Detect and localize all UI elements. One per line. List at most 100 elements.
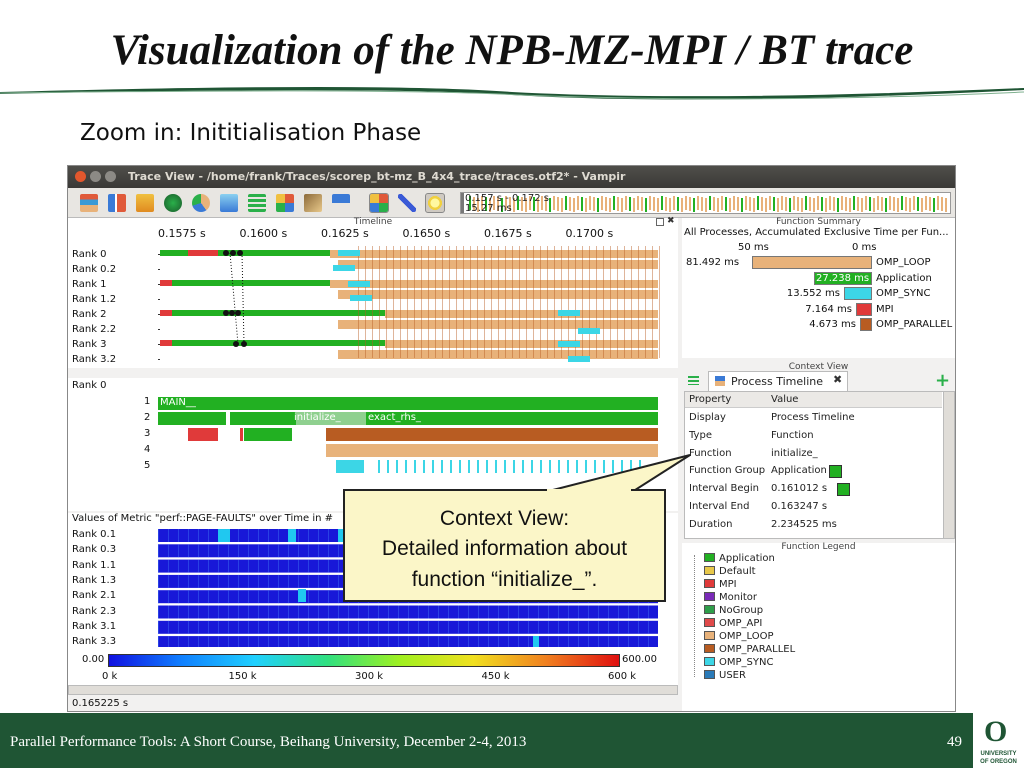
legend-item[interactable]: OMP_API: [704, 618, 762, 629]
process-summary-icon[interactable]: [248, 194, 266, 212]
counter-grid: [178, 636, 179, 647]
counter-timeline-icon[interactable]: [136, 194, 154, 212]
counter-grid: [228, 544, 229, 558]
color-scale-bar: [108, 654, 620, 667]
omp-sync-tick: [585, 460, 587, 473]
function-summary-bar[interactable]: [752, 256, 872, 269]
counter-grid: [548, 605, 549, 619]
overview-mark: [473, 197, 475, 211]
marker-view-icon[interactable]: [398, 194, 416, 212]
omp-sync-tick: [540, 460, 542, 473]
omp-parallel-line: [386, 246, 387, 358]
vertical-scrollbar[interactable]: [943, 392, 954, 538]
omp-parallel-line: [617, 246, 618, 358]
overview-mark: [841, 196, 843, 210]
panel-float-icon[interactable]: [656, 218, 664, 226]
omp-sync-tick: [603, 460, 605, 473]
legend-item[interactable]: OMP_SYNC: [704, 657, 773, 668]
footer-text: Parallel Performance Tools: A Short Cour…: [10, 734, 527, 750]
add-tab-icon[interactable]: +: [935, 370, 951, 391]
maximize-icon[interactable]: [105, 171, 116, 182]
legend-item[interactable]: OMP_PARALLEL: [704, 644, 795, 655]
omp-loop-block: [338, 320, 658, 329]
counter-grid: [208, 590, 209, 604]
counter-grid: [188, 559, 189, 573]
performance-radar-icon[interactable]: [164, 194, 182, 212]
counter-grid: [628, 620, 629, 634]
counter-grid: [208, 544, 209, 558]
slide-footer: Parallel Performance Tools: A Short Cour…: [0, 713, 1024, 768]
overview-mark: [773, 197, 775, 211]
master-timeline-icon[interactable]: [80, 194, 98, 212]
io-summary-icon[interactable]: [304, 194, 322, 212]
tab-close-icon[interactable]: ✖: [833, 373, 843, 386]
mpi-block: [160, 310, 172, 316]
message-dot: [233, 341, 239, 347]
horizontal-scrollbar[interactable]: [68, 685, 678, 695]
legend-item[interactable]: Default: [704, 566, 756, 577]
counter-grid: [198, 636, 199, 647]
legend-item[interactable]: USER: [704, 670, 746, 681]
counter-grid: [468, 605, 469, 619]
overview-mark: [657, 198, 659, 212]
omp-parallel-line: [554, 246, 555, 358]
counter-grid: [618, 636, 619, 647]
minimize-icon[interactable]: [90, 171, 101, 182]
counter-grid: [218, 574, 219, 588]
legend-item[interactable]: OMP_LOOP: [704, 631, 774, 642]
overview-range: 0.157 s - 0.172 s: [465, 193, 549, 204]
function-summary-bar[interactable]: [814, 271, 872, 285]
function-summary-bar[interactable]: [844, 287, 872, 300]
mpi-block: [160, 280, 172, 286]
overview-mark: [829, 196, 831, 210]
counter-grid: [228, 574, 229, 588]
counter-grid: [328, 590, 329, 604]
trace-overview-bar[interactable]: 0.157 s - 0.172 s 15.27 ms: [460, 192, 951, 214]
communication-matrix-icon[interactable]: [276, 194, 294, 212]
omp-parallel-line: [484, 246, 485, 358]
timeline-rank-label: Rank 0.2: [72, 264, 117, 275]
close-icon[interactable]: [75, 171, 86, 182]
counter-grid: [498, 620, 499, 634]
legend-item[interactable]: MPI: [704, 579, 737, 590]
context-value: Function: [771, 429, 814, 441]
omp-parallel-bar: [326, 428, 658, 441]
master-timeline-chart[interactable]: [158, 246, 678, 368]
counter-grid: [258, 559, 259, 573]
function-legend-icon[interactable]: [369, 193, 389, 213]
callout-line-2: Detailed information about: [381, 537, 628, 560]
counter-grid: [188, 590, 189, 604]
function-summary-title: Function Summary: [776, 217, 861, 227]
view-menu-icon[interactable]: [688, 376, 699, 385]
overview-mark: [617, 197, 619, 211]
omp-sync-tick: [612, 460, 614, 473]
counter-grid: [388, 605, 389, 619]
omp-parallel-line: [393, 246, 394, 358]
counter-grid: [248, 574, 249, 588]
counter-grid: [298, 559, 299, 573]
message-summary-icon[interactable]: [220, 194, 238, 212]
counter-grid: [208, 636, 209, 647]
counter-grid: [278, 636, 279, 647]
legend-item[interactable]: NoGroup: [704, 605, 763, 616]
callout-box: Context View: Detailed information about…: [343, 489, 666, 602]
overview-mark: [901, 196, 903, 210]
counter-grid: [238, 574, 239, 588]
function-summary-icon[interactable]: [192, 194, 210, 212]
call-tree-icon[interactable]: [332, 194, 350, 212]
omp-parallel-line: [456, 246, 457, 358]
context-view-icon[interactable]: [425, 193, 445, 213]
process-timeline-icon[interactable]: [108, 194, 126, 212]
overview-mark: [537, 198, 539, 212]
legend-item[interactable]: Application: [704, 553, 775, 564]
context-tab[interactable]: Process Timeline ✖: [708, 371, 848, 391]
counter-grid: [218, 605, 219, 619]
process-timeline-chart[interactable]: [158, 395, 658, 480]
process-level-label: 1: [144, 396, 151, 407]
legend-swatch: [704, 566, 715, 575]
legend-item[interactable]: Monitor: [704, 592, 757, 603]
function-summary-bar[interactable]: [860, 318, 872, 331]
panel-close-icon[interactable]: ✖: [667, 216, 675, 226]
col-value-header: Value: [771, 394, 799, 405]
function-summary-bar[interactable]: [856, 302, 872, 316]
